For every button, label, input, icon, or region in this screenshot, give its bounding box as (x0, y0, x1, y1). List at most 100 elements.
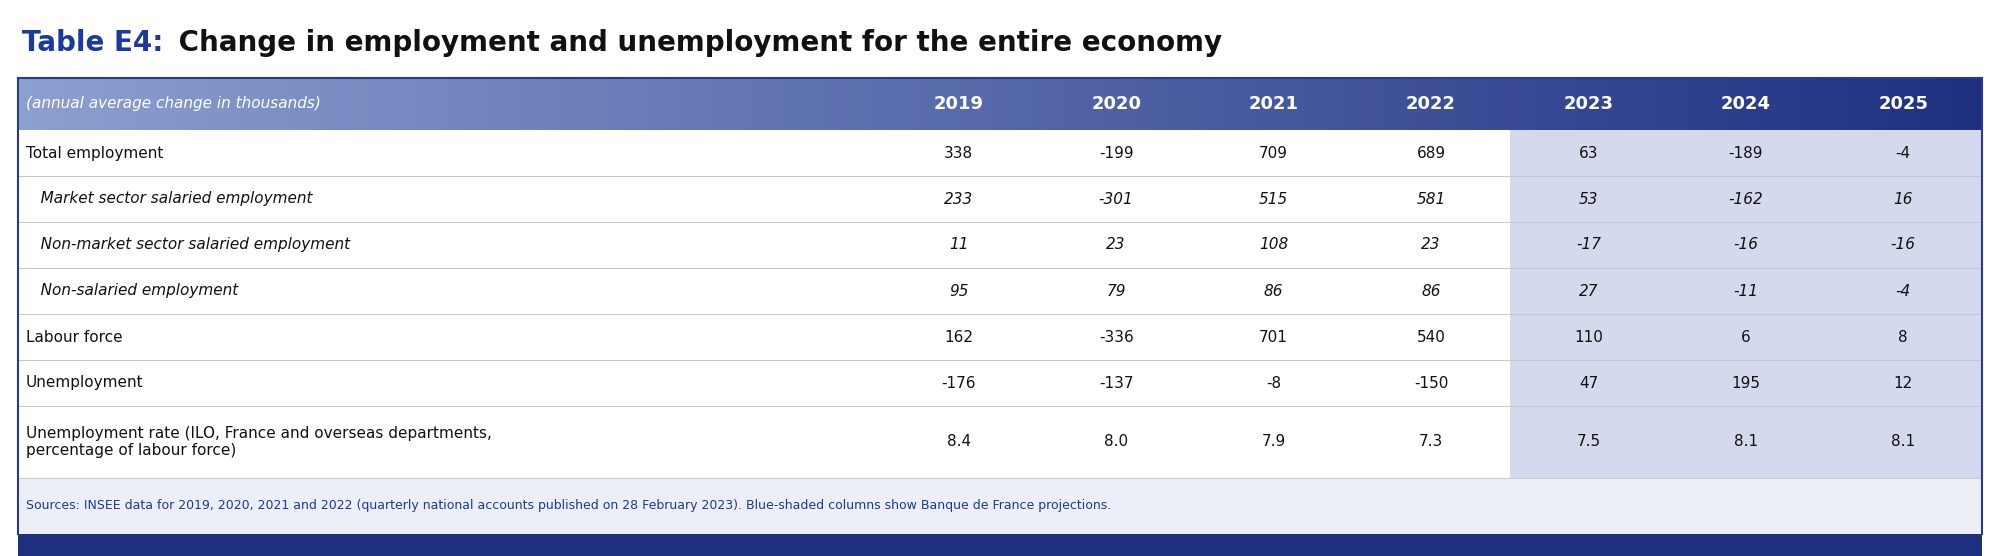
Bar (1864, 78, 1870, 130)
Bar (594, 78, 600, 130)
Bar (1812, 78, 1818, 130)
Bar (18, 534, 1982, 556)
Bar (50, 78, 58, 130)
Bar (1104, 78, 1112, 130)
Bar (1498, 78, 1504, 130)
Bar (1176, 78, 1184, 130)
Bar (470, 78, 476, 130)
Bar (156, 78, 162, 130)
Bar (1636, 78, 1642, 130)
Bar (1130, 78, 1138, 130)
Bar (274, 78, 280, 130)
Bar (954, 78, 960, 130)
Bar (1352, 176, 1510, 222)
Bar (770, 78, 778, 130)
Bar (666, 78, 672, 130)
Bar (260, 78, 266, 130)
Bar (1576, 78, 1582, 130)
Bar (32, 78, 38, 130)
Text: 108: 108 (1258, 237, 1288, 252)
Text: -16: -16 (1734, 237, 1758, 252)
Text: 23: 23 (1422, 237, 1440, 252)
Bar (1282, 78, 1288, 130)
Bar (1510, 78, 1518, 130)
Bar (1242, 78, 1248, 130)
Text: -150: -150 (1414, 375, 1448, 390)
Bar (1352, 360, 1510, 406)
Bar (1066, 78, 1072, 130)
Bar (404, 78, 410, 130)
Bar (1432, 78, 1438, 130)
Text: Total employment: Total employment (26, 146, 164, 161)
Bar (974, 78, 980, 130)
Bar (980, 78, 986, 130)
Bar (876, 78, 882, 130)
Text: 2024: 2024 (1720, 95, 1770, 113)
Bar (1674, 78, 1680, 130)
Text: Unemployment rate (ILO, France and overseas departments,
percentage of labour fo: Unemployment rate (ILO, France and overs… (26, 426, 492, 458)
Text: 86: 86 (1422, 284, 1440, 299)
Bar (1138, 78, 1144, 130)
Bar (312, 78, 320, 130)
Bar (1688, 78, 1694, 130)
Bar (1124, 78, 1130, 130)
Bar (346, 78, 352, 130)
Bar (1302, 78, 1308, 130)
Bar (18, 360, 880, 406)
Text: -162: -162 (1728, 191, 1764, 206)
Text: 95: 95 (948, 284, 968, 299)
Bar (1268, 78, 1274, 130)
Bar (476, 78, 482, 130)
Bar (18, 314, 880, 360)
Text: -16: -16 (1890, 237, 1916, 252)
Text: 2019: 2019 (934, 95, 984, 113)
Bar (392, 78, 398, 130)
Text: 709: 709 (1260, 146, 1288, 161)
Bar (194, 78, 202, 130)
Bar (1092, 78, 1098, 130)
Bar (1194, 406, 1352, 478)
Bar (220, 78, 228, 130)
Bar (1824, 268, 1982, 314)
Bar (1484, 78, 1492, 130)
Bar (1426, 78, 1432, 130)
Bar (1274, 78, 1282, 130)
Bar (1740, 78, 1746, 130)
Bar (942, 78, 948, 130)
Bar (1878, 78, 1884, 130)
Bar (1642, 78, 1648, 130)
Bar (202, 78, 208, 130)
Bar (1314, 78, 1320, 130)
Bar (712, 78, 718, 130)
Bar (136, 78, 142, 130)
Bar (1726, 78, 1734, 130)
Bar (90, 78, 96, 130)
Bar (654, 78, 660, 130)
Bar (1352, 222, 1510, 268)
Bar (1038, 222, 1194, 268)
Bar (1052, 78, 1058, 130)
Bar (626, 78, 634, 130)
Bar (880, 222, 1038, 268)
Bar (1510, 176, 1668, 222)
Bar (64, 78, 70, 130)
Bar (1818, 78, 1824, 130)
Bar (1708, 78, 1714, 130)
Text: 8.4: 8.4 (946, 434, 970, 449)
Bar (1720, 78, 1726, 130)
Text: 6: 6 (1740, 330, 1750, 345)
Bar (542, 78, 548, 130)
Bar (1824, 314, 1982, 360)
Bar (1294, 78, 1302, 130)
Text: -176: -176 (942, 375, 976, 390)
Bar (508, 78, 516, 130)
Bar (620, 78, 626, 130)
Bar (1838, 78, 1844, 130)
Bar (1472, 78, 1478, 130)
Bar (1194, 268, 1352, 314)
Text: 515: 515 (1258, 191, 1288, 206)
Text: Non-salaried employment: Non-salaried employment (26, 284, 238, 299)
Bar (1668, 360, 1824, 406)
Bar (880, 130, 1038, 176)
Text: Labour force: Labour force (26, 330, 122, 345)
